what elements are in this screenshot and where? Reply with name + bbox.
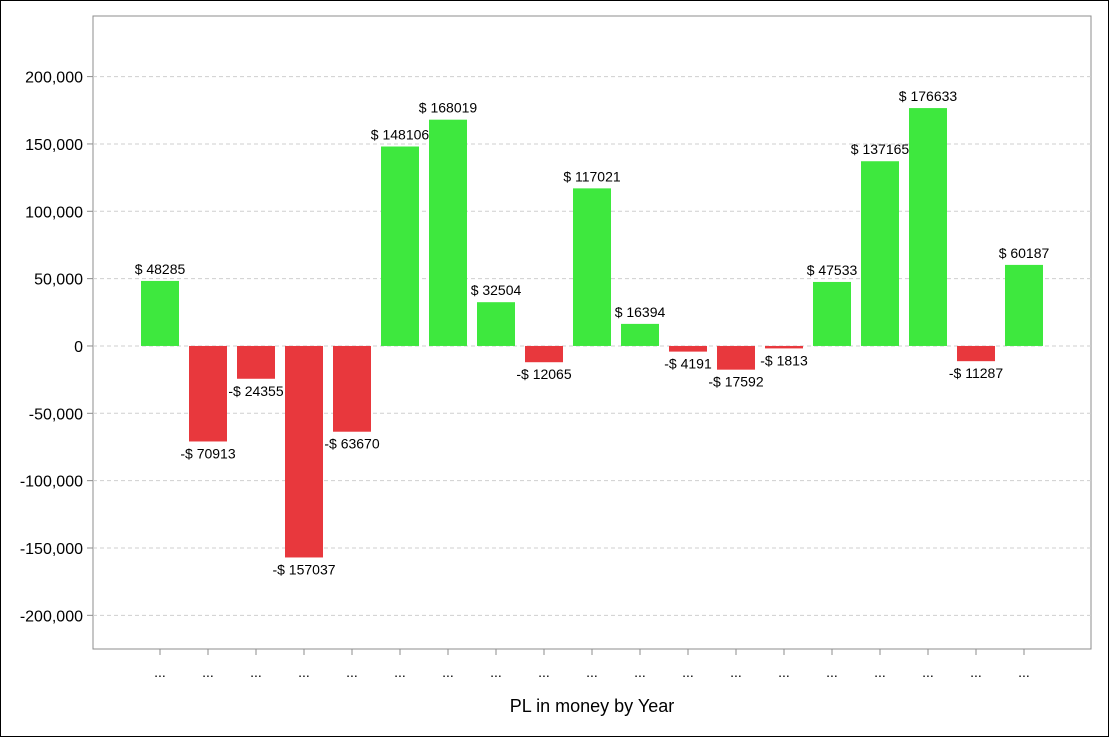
x-tick-label: ... (826, 664, 838, 680)
bar (861, 161, 899, 346)
x-tick-label: ... (730, 664, 742, 680)
x-tick-label: ... (586, 664, 598, 680)
x-tick-label: ... (922, 664, 934, 680)
x-tick-label: ... (778, 664, 790, 680)
data-label: $ 168019 (419, 100, 478, 116)
x-tick-label: ... (538, 664, 550, 680)
data-label: -$ 24355 (228, 383, 283, 399)
bar (333, 345, 371, 432)
x-tick-label: ... (298, 664, 310, 680)
bar (765, 345, 803, 349)
data-label: -$ 63670 (324, 436, 379, 452)
data-label: $ 47533 (807, 262, 858, 278)
bar (525, 345, 563, 363)
data-label: $ 16394 (615, 304, 666, 320)
data-label: $ 32504 (471, 282, 522, 298)
y-axis-ticks: -200,000 -150,000 -100,000 -50,000 0 50,000 10… (20, 70, 93, 625)
x-tick-label: ... (490, 664, 502, 680)
bars (141, 108, 1043, 558)
bar (189, 345, 227, 442)
data-labels: $ 48285 -$ 70913 -$ 24355 -$ 157037 -$ 63670… (135, 88, 1050, 577)
bar (285, 345, 323, 558)
data-label: $ 60187 (999, 245, 1050, 261)
x-tick-label: ... (346, 664, 358, 680)
y-tick-label: -150,000 (20, 541, 83, 558)
x-tick-label: ... (202, 664, 214, 680)
data-label: -$ 11287 (949, 365, 1003, 381)
y-tick-label: 0 (74, 339, 83, 356)
data-label: $ 48285 (135, 261, 186, 277)
data-label: $ 117021 (563, 168, 621, 184)
bar (429, 119, 467, 346)
y-tick-label: 50,000 (34, 272, 83, 289)
x-tick-label: ... (970, 664, 982, 680)
y-tick-label: -100,000 (20, 474, 83, 491)
bar (717, 345, 755, 370)
bar (237, 345, 275, 379)
bar (669, 345, 707, 352)
bar (957, 345, 995, 362)
data-label: -$ 12065 (516, 366, 571, 382)
data-label: $ 137165 (851, 141, 910, 157)
data-label: -$ 157037 (272, 561, 335, 577)
x-tick-label: ... (682, 664, 694, 680)
y-tick-label: -50,000 (29, 406, 83, 423)
data-label: $ 148106 (371, 126, 430, 142)
x-tick-label: ... (442, 664, 454, 680)
bar (813, 281, 851, 346)
x-axis-title: PL in money by Year (510, 696, 674, 716)
x-tick-label: ... (1018, 664, 1030, 680)
x-tick-label: ... (250, 664, 262, 680)
y-tick-label: -200,000 (20, 608, 83, 625)
bar (381, 146, 419, 346)
data-label: -$ 17592 (708, 374, 763, 390)
x-tick-label: ... (874, 664, 886, 680)
y-tick-label: 150,000 (25, 137, 83, 154)
x-tick-label: ... (394, 664, 406, 680)
data-label: -$ 70913 (180, 445, 235, 461)
x-tick-label: ... (154, 664, 166, 680)
bar (909, 108, 947, 346)
data-label: -$ 1813 (760, 352, 808, 368)
x-tick-label: ... (634, 664, 646, 680)
x-axis-ticks: ........................................… (154, 649, 1030, 680)
bar (477, 302, 515, 346)
bar (1005, 264, 1043, 346)
y-tick-label: 100,000 (25, 204, 83, 221)
bar (141, 280, 179, 346)
data-label: $ 176633 (899, 88, 958, 104)
bar (573, 188, 611, 346)
y-tick-label: 200,000 (25, 70, 83, 87)
bar (621, 323, 659, 346)
data-label: -$ 4191 (664, 356, 712, 372)
